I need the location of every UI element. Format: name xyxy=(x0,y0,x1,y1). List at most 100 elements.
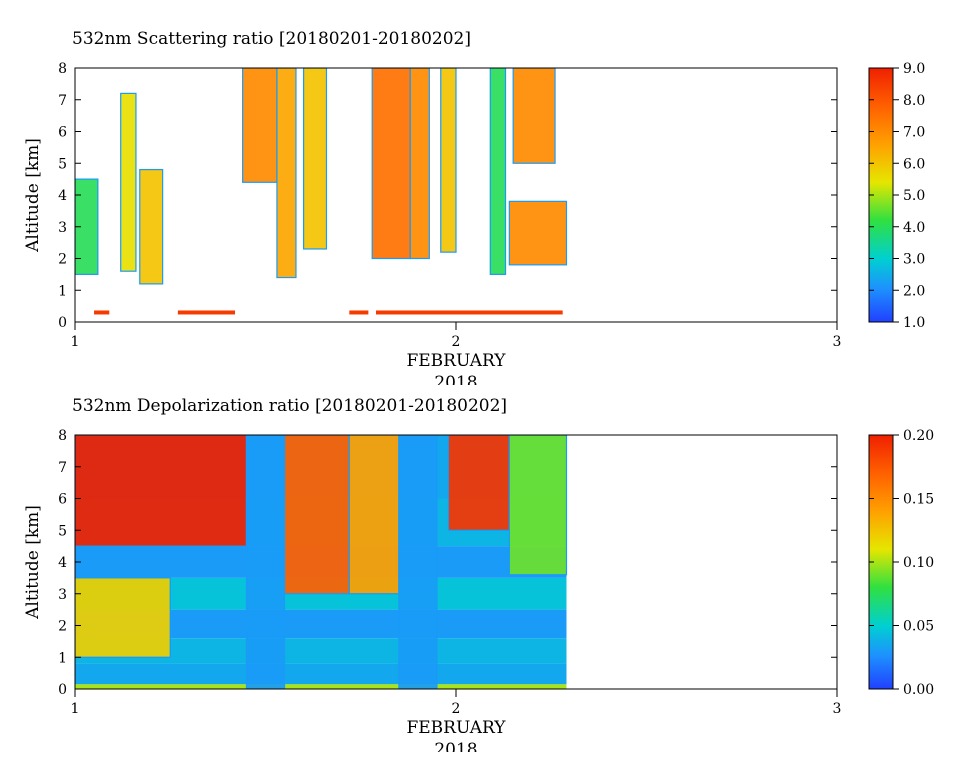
low-layer xyxy=(349,310,369,315)
data-column xyxy=(75,179,98,275)
y-tick-label: 3 xyxy=(58,587,67,603)
colorbar-tick-label: 1.0 xyxy=(903,315,925,331)
colorbar-tick-label: 4.0 xyxy=(903,220,925,236)
depolarization-ratio-panel: 532nm Depolarization ratio [20180201-201… xyxy=(0,367,960,760)
depol-band xyxy=(75,663,567,685)
data-column-edge xyxy=(75,577,171,658)
x-tick-label: 3 xyxy=(833,334,842,350)
data-column-edge xyxy=(398,435,438,689)
colorbar-tick-label: 0.00 xyxy=(903,682,934,698)
y-axis-label: Altitude [km] xyxy=(23,505,43,620)
low-layer xyxy=(94,310,110,315)
colorbar-tick-label: 5.0 xyxy=(903,188,925,204)
data-column xyxy=(276,68,296,278)
data-column-edge xyxy=(276,68,297,279)
scattering-ratio-chart: 532nm Scattering ratio [20180201-2018020… xyxy=(23,29,925,393)
data-column xyxy=(242,68,277,183)
data-column xyxy=(410,68,430,259)
y-tick-label: 2 xyxy=(58,619,67,635)
x-tick-label: 2 xyxy=(452,701,461,717)
y-tick-label: 4 xyxy=(58,188,67,204)
data-column xyxy=(509,201,567,265)
y-axis: 0 1 2 3 4 5 6 7 8 xyxy=(58,428,837,698)
x-axis: 1 2 3 xyxy=(71,322,842,350)
colorbar: 1.0 2.0 3.0 4.0 5.0 6.0 7.0 8.0 9.0 xyxy=(868,61,925,331)
data-column xyxy=(398,435,437,689)
data-column-edge xyxy=(508,435,568,576)
colorbar-tick-label: 2.0 xyxy=(903,283,925,299)
colorbar-tick-label: 0.05 xyxy=(903,619,934,635)
data-column-edge xyxy=(139,169,164,285)
x-axis-year-label: 2018 xyxy=(434,740,477,752)
data-column xyxy=(120,93,136,272)
y-tick-label: 5 xyxy=(58,523,67,539)
scattering-data-marks xyxy=(75,68,568,315)
data-column xyxy=(513,68,556,164)
x-tick-label: 2 xyxy=(452,334,461,350)
y-tick-label: 6 xyxy=(58,492,67,508)
x-axis: 1 2 3 xyxy=(71,689,842,717)
y-tick-label: 1 xyxy=(58,650,67,666)
y-tick-label: 1 xyxy=(58,283,67,299)
x-tick-label: 1 xyxy=(71,334,80,350)
data-column xyxy=(284,435,350,594)
scattering-ratio-panel: 532nm Scattering ratio [20180201-2018020… xyxy=(23,29,925,393)
colorbar-tick-label: 0.10 xyxy=(903,555,934,571)
x-axis-label: FEBRUARY xyxy=(406,718,506,738)
y-axis-label: Altitude [km] xyxy=(23,138,43,253)
y-tick-label: 4 xyxy=(58,555,67,571)
colorbar: 0.00 0.05 0.10 0.15 0.20 xyxy=(868,428,934,698)
data-column xyxy=(75,577,171,658)
data-column-edge xyxy=(75,178,99,275)
colorbar-ticks: 0.00 0.05 0.10 0.15 0.20 xyxy=(869,428,934,698)
y-axis: 0 1 2 3 4 5 6 7 8 xyxy=(58,61,837,331)
data-column-edge xyxy=(303,68,328,250)
y-tick-label: 0 xyxy=(58,315,67,331)
data-column xyxy=(303,68,327,249)
x-axis-label: FEBRUARY xyxy=(406,351,506,371)
colorbar-ticks: 1.0 2.0 3.0 4.0 5.0 6.0 7.0 8.0 9.0 xyxy=(869,61,925,331)
data-column-edge xyxy=(440,68,457,253)
data-column-edge xyxy=(409,68,430,260)
y-tick-label: 5 xyxy=(58,156,67,172)
data-column-edge xyxy=(512,68,556,164)
y-tick-label: 8 xyxy=(58,61,67,77)
data-column xyxy=(440,68,456,253)
colorbar-tick-label: 9.0 xyxy=(903,61,925,77)
plot-area xyxy=(74,434,838,690)
colorbar-tick-label: 3.0 xyxy=(903,252,925,268)
data-column xyxy=(139,169,163,284)
data-column xyxy=(448,435,510,531)
depolarization-data-marks xyxy=(75,435,568,689)
colorbar-tick-label: 8.0 xyxy=(903,93,925,109)
data-column-edge xyxy=(120,92,137,272)
data-column-edge xyxy=(508,200,568,266)
y-tick-label: 7 xyxy=(58,93,67,109)
y-tick-label: 8 xyxy=(58,428,67,444)
depol-band xyxy=(75,684,567,689)
y-tick-label: 7 xyxy=(58,460,67,476)
data-column xyxy=(75,435,247,547)
y-tick-label: 2 xyxy=(58,252,67,268)
data-column-edge xyxy=(489,68,507,275)
y-tick-label: 3 xyxy=(58,220,67,236)
plot-area xyxy=(74,67,838,323)
low-layer xyxy=(375,310,563,315)
chart-title: 532nm Scattering ratio [20180201-2018020… xyxy=(72,29,471,49)
data-column xyxy=(246,435,285,689)
data-column xyxy=(349,435,399,594)
colorbar-tick-label: 0.20 xyxy=(903,428,934,444)
colorbar-tick-label: 6.0 xyxy=(903,156,925,172)
data-column xyxy=(509,435,567,575)
y-tick-label: 6 xyxy=(58,125,67,141)
depolarization-ratio-chart: 532nm Depolarization ratio [20180201-201… xyxy=(23,396,934,760)
data-column xyxy=(490,68,506,275)
x-tick-label: 1 xyxy=(71,701,80,717)
colorbar-tick-label: 0.15 xyxy=(903,492,934,508)
data-column xyxy=(372,68,411,259)
y-tick-label: 0 xyxy=(58,682,67,698)
chart-title: 532nm Depolarization ratio [20180201-201… xyxy=(72,396,507,416)
low-layer xyxy=(177,310,236,315)
colorbar-tick-label: 7.0 xyxy=(903,125,925,141)
x-tick-label: 3 xyxy=(833,701,842,717)
